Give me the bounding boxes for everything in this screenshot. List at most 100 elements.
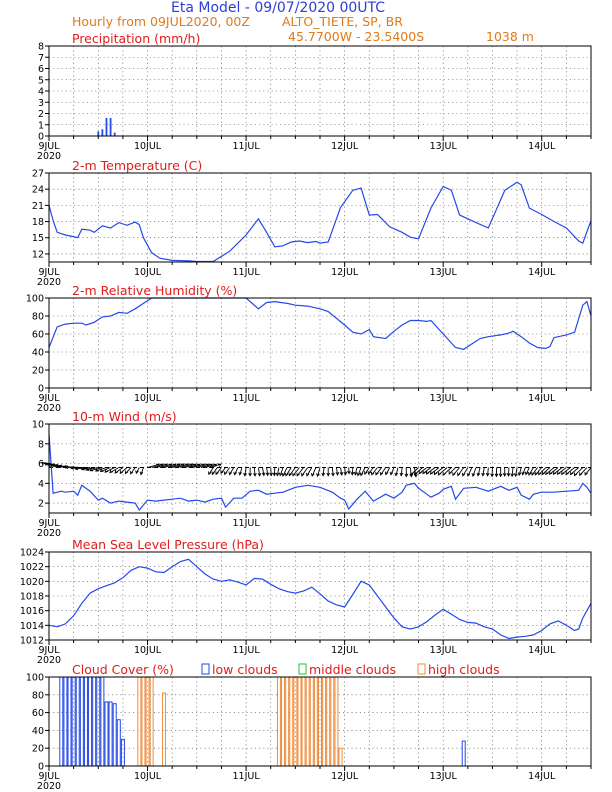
wind-arrow xyxy=(335,467,339,475)
x-day-label: 13JUL xyxy=(430,393,458,404)
wind-arrow-head xyxy=(85,467,90,471)
wind-arrow-head xyxy=(371,471,375,476)
wind-arrow-head xyxy=(233,471,237,476)
x-year-label: 2020 xyxy=(37,403,61,414)
wind-arrow xyxy=(331,467,334,476)
wind-arrow-head xyxy=(565,471,569,476)
run-subtitle: Hourly from 09JUL2020, 00Z xyxy=(72,14,250,29)
wind-arrow-head xyxy=(119,470,124,475)
cloud-bar xyxy=(161,692,166,767)
cloud-bar xyxy=(289,676,294,767)
wind-arrow-head xyxy=(43,462,48,466)
wind-arrow-head xyxy=(326,472,331,477)
panel-wind: 2 4 6 8 10 9JUL 10JUL 11JUL 12JUL 13JUL 14JUL 2020 1… xyxy=(32,409,592,539)
y-tick-label: 40 xyxy=(32,726,44,737)
wind-arrow xyxy=(155,463,168,468)
wind-arrow-head xyxy=(64,465,69,470)
cloud-legend: low clouds middle clouds high clouds xyxy=(201,662,500,677)
wind-arrow-head xyxy=(331,472,335,477)
wind-arrow xyxy=(163,463,176,468)
cloud-bar xyxy=(92,676,97,767)
x-day-label: 9JUL xyxy=(38,267,60,278)
x-year-label: 2020 xyxy=(37,655,61,666)
model-title: Eta Model - 09/07/2020 00UTC xyxy=(171,0,385,16)
series-line-mslp xyxy=(48,558,592,640)
wind-arrow-head xyxy=(62,465,67,469)
series-line-temp xyxy=(48,181,592,263)
wind-arrow xyxy=(351,467,354,475)
x-day-label: 14JUL xyxy=(528,141,556,152)
wind-arrow-head xyxy=(292,472,296,477)
panel-frame xyxy=(48,423,592,514)
y-tick-label: 1014 xyxy=(20,621,44,632)
cloud-bar xyxy=(322,676,327,767)
cloud-bar xyxy=(63,676,68,767)
panel-title-cloud: Cloud Cover (%) xyxy=(72,662,174,677)
wind-arrow-head xyxy=(506,473,511,477)
wind-arrow xyxy=(344,467,347,475)
y-tick-label: 1012 xyxy=(20,636,44,647)
wind-arrow xyxy=(518,467,522,476)
y-tick-label: 15 xyxy=(32,233,44,244)
wind-arrow-head xyxy=(350,471,355,476)
x-day-label: 12JUL xyxy=(331,771,359,782)
y-tick-label: 100 xyxy=(26,294,44,305)
wind-arrow xyxy=(176,463,189,468)
x-day-label: 9JUL xyxy=(38,645,60,656)
panel-frame xyxy=(48,297,592,389)
wind-arrow-head xyxy=(389,471,394,476)
wind-arrow-head xyxy=(510,473,515,478)
wind-arrow-head xyxy=(379,471,384,476)
x-year-label: 2020 xyxy=(37,277,61,288)
x-day-label: 11JUL xyxy=(233,393,261,404)
wind-arrow-head xyxy=(367,471,372,475)
wind-arrow xyxy=(515,467,518,477)
y-tick-label: 100 xyxy=(26,673,44,684)
elevation-label: 1038 m xyxy=(486,29,534,44)
wind-arrow-head xyxy=(584,471,588,476)
wind-arrow-head xyxy=(413,473,418,478)
y-tick-label: 21 xyxy=(32,201,44,212)
wind-arrow-head xyxy=(437,471,442,476)
wind-arrow-head xyxy=(316,473,320,478)
x-year-label: 2020 xyxy=(37,781,61,792)
wind-arrow xyxy=(147,463,160,468)
cloud-bar xyxy=(79,676,84,767)
wind-arrow xyxy=(184,463,197,468)
y-tick-label: 1020 xyxy=(20,577,44,588)
panel-title-mslp: Mean Sea Level Pressure (hPa) xyxy=(72,537,264,552)
y-tick-label: 80 xyxy=(32,312,44,323)
wind-arrow-head xyxy=(561,471,565,476)
cloud-bar xyxy=(67,676,72,767)
cloud-bar xyxy=(326,676,331,767)
x-day-label: 13JUL xyxy=(430,645,458,656)
wind-arrow xyxy=(357,467,362,476)
wind-arrow xyxy=(192,463,205,468)
wind-arrow-head xyxy=(363,471,368,476)
wind-arrow xyxy=(244,467,247,476)
wind-arrow-head xyxy=(356,472,361,477)
x-day-label: 10JUL xyxy=(134,771,162,782)
y-tick-label: 1022 xyxy=(20,562,44,573)
x-day-label: 10JUL xyxy=(134,141,162,152)
y-tick-label: 60 xyxy=(32,708,44,719)
legend-swatch xyxy=(201,663,210,675)
wind-arrow-head xyxy=(517,472,522,477)
wind-arrow xyxy=(262,467,265,476)
wind-arrow-head xyxy=(335,471,340,476)
wind-arrow xyxy=(196,463,209,468)
wind-arrow-head xyxy=(429,470,434,475)
series-line-wind xyxy=(48,433,592,512)
wind-arrow xyxy=(279,467,284,476)
wind-arrow-head xyxy=(538,471,542,476)
wind-arrow-head xyxy=(305,472,310,477)
wind-arrow xyxy=(204,463,217,468)
wind-arrow xyxy=(487,467,489,476)
wind-arrow-head xyxy=(448,470,452,475)
wind-arrow xyxy=(467,467,473,477)
cloud-bar xyxy=(100,676,105,767)
wind-arrow-head xyxy=(285,472,289,477)
wind-arrow-head xyxy=(343,471,348,476)
wind-arrow-head xyxy=(410,471,414,476)
wind-arrow-head xyxy=(359,472,364,477)
